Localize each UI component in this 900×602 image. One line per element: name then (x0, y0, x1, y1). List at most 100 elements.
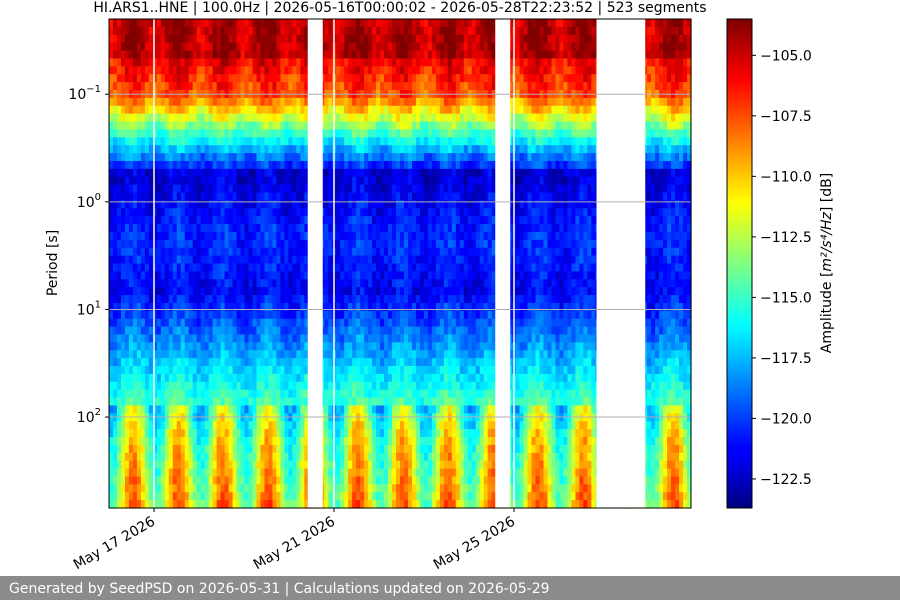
heatmap-cell (300, 295, 305, 304)
heatmap-cell (144, 484, 150, 493)
heatmap-cell (248, 302, 254, 312)
heatmap-cell (136, 287, 142, 296)
heatmap-cell (400, 318, 405, 328)
heatmap-cell (403, 500, 409, 509)
heatmap-cell (388, 231, 393, 241)
heatmap-cell (164, 492, 170, 501)
heatmap-cell (112, 452, 118, 462)
heatmap-cell (324, 468, 329, 478)
heatmap-cell (388, 484, 393, 493)
heatmap-cell (136, 271, 142, 280)
heatmap-cell (344, 460, 349, 470)
heatmap-cell (232, 145, 238, 154)
heatmap-cell (200, 373, 206, 383)
heatmap-cell (376, 287, 381, 296)
heatmap-cell (407, 460, 413, 470)
heatmap-cell (196, 373, 202, 383)
heatmap-cell (244, 97, 250, 107)
heatmap-cell (116, 452, 122, 462)
heatmap-cell (284, 216, 289, 225)
heatmap-cell (372, 429, 377, 438)
heatmap-cell (415, 34, 421, 44)
heatmap-cell (360, 145, 365, 154)
heatmap-cell (372, 484, 377, 493)
heatmap-cell (148, 66, 154, 75)
heatmap-cell (232, 373, 238, 383)
heatmap-cell (427, 105, 433, 115)
heatmap-cell (192, 137, 198, 146)
heatmap-cell (232, 350, 238, 359)
heatmap-cell (136, 113, 142, 123)
heatmap-cell (427, 192, 433, 202)
heatmap-cell (152, 405, 158, 414)
heatmap-cell (288, 437, 293, 446)
heatmap-cell (328, 437, 333, 446)
heatmap-cell (216, 247, 222, 257)
heatmap-cell (284, 58, 289, 67)
heatmap-cell (176, 176, 182, 186)
heatmap-cell (260, 231, 266, 241)
heatmap-cell (260, 216, 266, 225)
heatmap-cell (188, 381, 194, 391)
heatmap-cell (112, 42, 118, 52)
heatmap-cell (184, 208, 190, 217)
heatmap-cell (112, 500, 118, 509)
heatmap-cell (212, 302, 218, 312)
heatmap-cell (368, 334, 373, 343)
heatmap-cell (356, 476, 361, 485)
heatmap-cell (340, 34, 345, 44)
heatmap-cell (156, 97, 162, 107)
heatmap-cell (372, 366, 377, 375)
heatmap-cell (392, 271, 397, 280)
heatmap-cell (116, 160, 122, 170)
heatmap-cell (224, 160, 230, 170)
heatmap-cell (180, 200, 186, 209)
heatmap-cell (252, 310, 258, 320)
heatmap-cell (152, 389, 158, 399)
heatmap-cell (216, 452, 222, 462)
heatmap-cell (152, 350, 158, 359)
heatmap-cell (156, 176, 162, 186)
heatmap-cell (236, 318, 242, 328)
heatmap-cell (427, 200, 433, 209)
heatmap-cell (172, 373, 178, 383)
heatmap-cell (124, 208, 130, 217)
heatmap-cell (372, 271, 377, 280)
heatmap-cell (144, 176, 150, 186)
heatmap-cell (248, 476, 254, 485)
heatmap-cell (296, 373, 301, 383)
heatmap-cell (224, 121, 230, 131)
heatmap-cell (264, 326, 270, 336)
heatmap-cell (276, 381, 282, 391)
heatmap-cell (388, 279, 393, 288)
heatmap-cell (419, 137, 425, 146)
heatmap-cell (124, 366, 130, 375)
heatmap-cell (348, 137, 353, 146)
heatmap-cell (228, 271, 234, 280)
heatmap-cell (264, 413, 270, 422)
heatmap-cell (419, 342, 425, 351)
heatmap-cell (184, 176, 190, 186)
heatmap-cell (216, 500, 222, 509)
heatmap-cell (280, 153, 285, 162)
heatmap-cell (248, 413, 254, 422)
heatmap-cell (116, 34, 122, 44)
heatmap-cell (324, 452, 329, 462)
heatmap-cell (352, 326, 357, 336)
heatmap-cell (268, 295, 274, 304)
heatmap-cell (328, 389, 333, 399)
heatmap-cell (372, 468, 377, 478)
heatmap-cell (268, 105, 274, 115)
heatmap-cell (208, 389, 214, 399)
heatmap-cell (172, 421, 178, 430)
heatmap-cell (344, 224, 349, 233)
heatmap-cell (388, 287, 393, 296)
heatmap-cell (348, 129, 353, 138)
heatmap-cell (128, 82, 134, 91)
heatmap-cell (124, 239, 130, 249)
heatmap-cell (109, 421, 114, 430)
heatmap-cell (196, 397, 202, 407)
heatmap-cell (109, 129, 114, 138)
heatmap-cell (400, 295, 405, 304)
heatmap-cell (140, 334, 146, 343)
